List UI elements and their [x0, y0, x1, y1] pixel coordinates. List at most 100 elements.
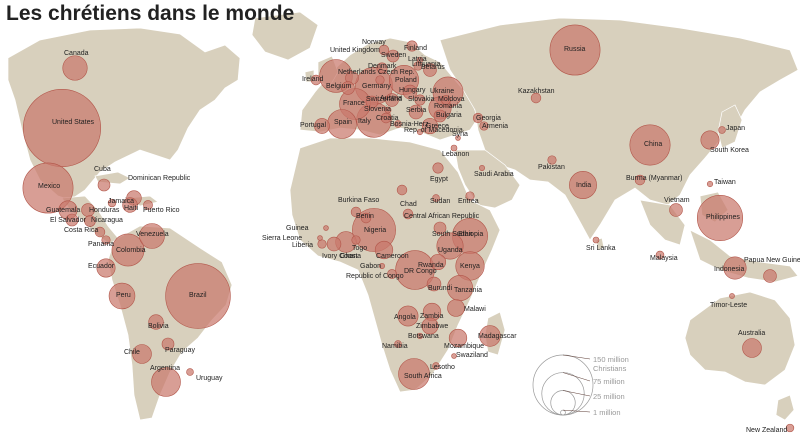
bubble-slovakia [414, 94, 426, 106]
legend-leader-25 [562, 390, 591, 397]
label-costa-rica: Costa Rica [64, 227, 98, 234]
legend-label-75: 75 million [593, 377, 625, 386]
label-burma-myanmar: Burma (Myanmar) [626, 175, 682, 182]
label-japan: Japan [726, 125, 745, 132]
bubble-nicaragua [84, 215, 96, 227]
label-egypt: Egypt [430, 176, 448, 183]
bubble-sierra-leone [317, 235, 323, 241]
label-austria: Austria [380, 95, 402, 102]
bubble-uganda [436, 232, 464, 260]
label-madagascar: Madagascar [478, 333, 517, 340]
label-slovenia: Slovenia [364, 106, 391, 113]
label-kenya: Kenya [460, 263, 480, 270]
bubble-south-korea [700, 130, 720, 150]
bubble-sudan [432, 194, 440, 202]
bubble-greece [421, 117, 439, 135]
legend-ring-75 [541, 372, 585, 416]
label-united-states: United States [52, 119, 95, 126]
bubble-portugal [314, 118, 330, 134]
label-angola: Angola [394, 314, 416, 321]
bubble-sri-lanka [592, 236, 600, 244]
bubble-pakistan [547, 155, 557, 165]
label-taiwan: Taiwan [714, 179, 736, 186]
bubble-cuba [97, 178, 111, 192]
bubble-armenia [479, 121, 489, 131]
label-paraguay: Paraguay [165, 347, 195, 354]
bubble-taiwan [706, 180, 714, 188]
label-ireland: Ireland [302, 76, 324, 83]
bubble-jamaica [107, 198, 117, 208]
bubble-liberia [317, 239, 327, 249]
label-georgia: Georgia [476, 115, 501, 122]
label-mexico: Mexico [38, 183, 60, 190]
bubble-panama [101, 235, 111, 245]
label-poland: Poland [395, 77, 417, 84]
bubble-costa-rica [94, 226, 106, 238]
label-indonesia: Indonesia [714, 266, 744, 273]
label-burundi: Burundi [428, 285, 453, 292]
bubble-chad [396, 184, 408, 196]
label-el-salvador: El Salvador [50, 217, 86, 224]
country-labels: United States Brazil Mexico Russia Philippin… [38, 39, 800, 434]
label-togo: Togo [352, 245, 367, 252]
label-italy: Italy [358, 118, 371, 125]
label-india: India [576, 182, 591, 189]
bubble-el-salvador [65, 213, 79, 227]
legend-leader-75 [562, 372, 591, 382]
bubble-benin [360, 212, 372, 224]
bubble-mozambique [448, 328, 468, 348]
bubble-eritrea [465, 191, 475, 201]
label-timor-leste: Timor-Leste [710, 302, 747, 309]
label-vietnam: Vietnam [664, 197, 690, 204]
legend-label-25: 25 million [593, 392, 625, 401]
land-africa [289, 137, 501, 393]
bubble-russia [549, 24, 601, 76]
label-switzerland: Switzerland [366, 96, 402, 103]
bubble-saudi-arabia [479, 165, 485, 171]
label-philippines: Philippines [706, 214, 740, 221]
label-uganda: Uganda [438, 247, 463, 254]
label-papua-new-guinea: Papua New Guinea [744, 257, 800, 264]
label-botswana: Botswana [408, 333, 439, 340]
label-namibia: Namibia [382, 343, 408, 350]
label-mozambique: Mozambique [444, 343, 484, 350]
bubble-malaysia [655, 250, 665, 260]
bubble-colombia [111, 233, 145, 267]
bubble-rep-of-macedonia [416, 128, 424, 136]
label-pakistan: Pakistan [538, 164, 565, 171]
label-france: France [343, 100, 365, 107]
bubble-brazil [165, 263, 231, 329]
bubble-angola [397, 305, 419, 327]
bubble-switzerland [365, 95, 379, 109]
label-slovakia: Slovakia [408, 96, 435, 103]
label-romania: Romania [434, 103, 462, 110]
legend-label-unit: Christians [593, 364, 627, 373]
bubble-venezuela [139, 223, 165, 249]
label-ivory-coast: Ivory Coast [322, 253, 357, 260]
label-honduras: Honduras [89, 207, 120, 214]
legend-ring-1 [560, 409, 566, 416]
bubble-georgia [472, 112, 484, 124]
label-china: China [644, 141, 662, 148]
bubble-norway [378, 44, 390, 56]
bubble-burundi [426, 276, 442, 292]
map-title: Les chrétiens dans le monde [6, 2, 295, 25]
label-ukraine: Ukraine [430, 88, 454, 95]
legend-label-150: 150 million [593, 355, 629, 364]
bubble-guinea [323, 225, 329, 231]
label-dr-congo: DR Congo [404, 268, 437, 275]
label-sudan: Sudan [430, 198, 450, 205]
bubble-bulgaria [433, 109, 447, 123]
bubble-finland [406, 40, 418, 52]
label-burkina-faso: Burkina Faso [338, 197, 379, 204]
bubble-paraguay [161, 337, 175, 351]
bubble-namibia [394, 340, 402, 348]
legend-ring-25 [550, 390, 576, 416]
label-kazakhstan: Kazakhstan [518, 88, 555, 95]
bubble-cameroon [374, 240, 394, 260]
label-spain: Spain [334, 119, 352, 126]
label-zambia: Zambia [420, 313, 443, 320]
label-eritrea: Eritrea [458, 198, 479, 205]
